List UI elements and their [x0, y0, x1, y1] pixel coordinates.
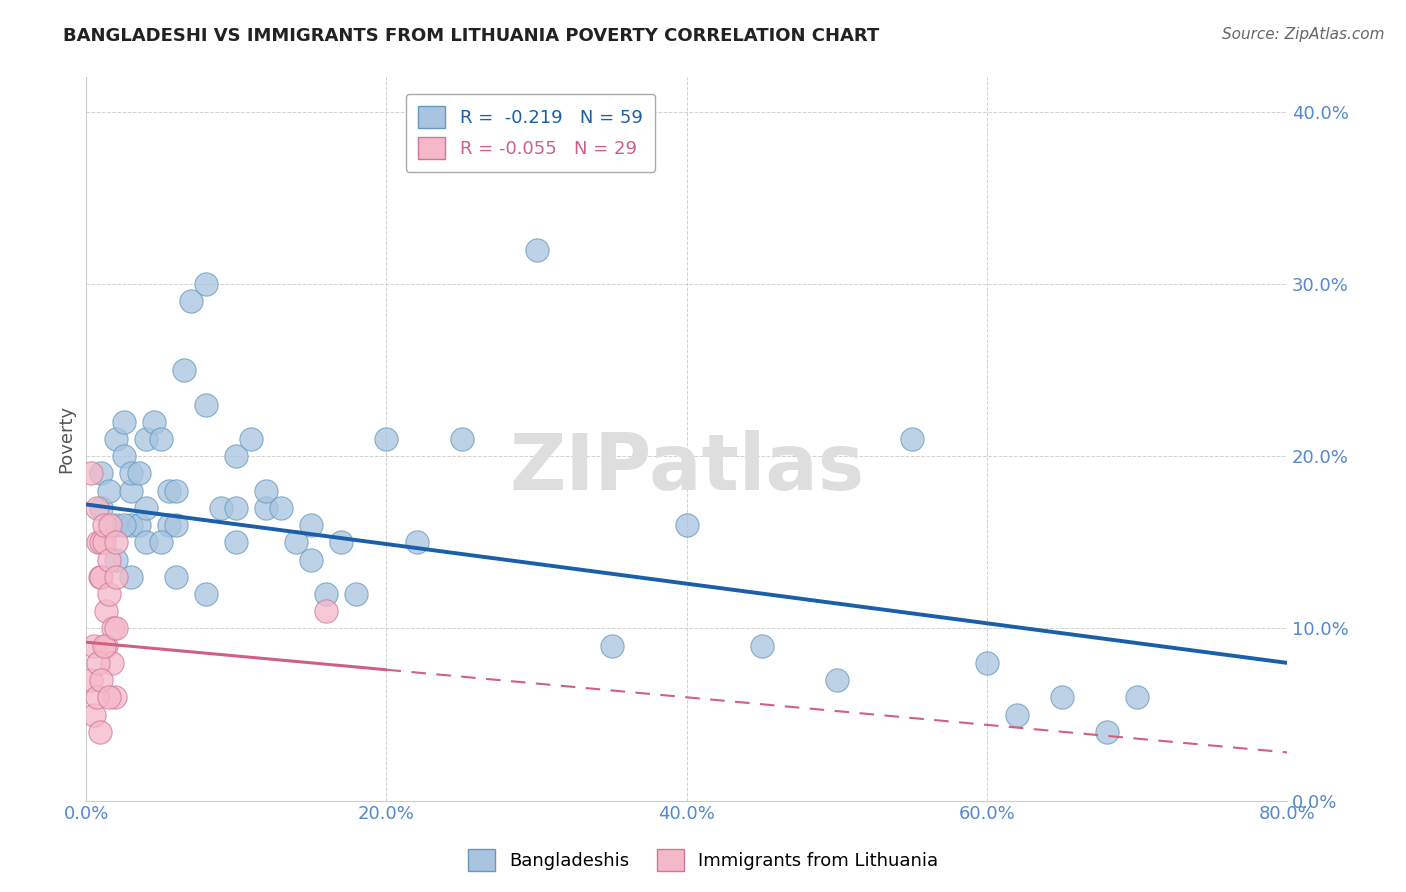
Point	[86, 690, 108, 705]
Point	[90, 467, 112, 481]
Point	[135, 535, 157, 549]
Point	[94, 639, 117, 653]
Point	[270, 500, 292, 515]
Legend: R =  -0.219   N = 59, R = -0.055   N = 29: R = -0.219 N = 59, R = -0.055 N = 29	[406, 94, 655, 172]
Point	[195, 398, 218, 412]
Point	[87, 656, 110, 670]
Point	[86, 500, 108, 515]
Point	[101, 656, 124, 670]
Point	[83, 639, 105, 653]
Point	[157, 518, 180, 533]
Point	[675, 518, 697, 533]
Point	[97, 690, 120, 705]
Point	[97, 587, 120, 601]
Point	[97, 483, 120, 498]
Point	[173, 363, 195, 377]
Text: ZIPatlas: ZIPatlas	[509, 430, 865, 506]
Point	[120, 483, 142, 498]
Point	[825, 673, 848, 687]
Point	[150, 535, 173, 549]
Point	[80, 673, 103, 687]
Legend: Bangladeshis, Immigrants from Lithuania: Bangladeshis, Immigrants from Lithuania	[461, 842, 945, 879]
Point	[105, 570, 128, 584]
Point	[600, 639, 623, 653]
Point	[104, 690, 127, 705]
Point	[83, 707, 105, 722]
Point	[225, 535, 247, 549]
Point	[120, 518, 142, 533]
Point	[89, 724, 111, 739]
Point	[901, 432, 924, 446]
Point	[94, 604, 117, 618]
Point	[330, 535, 353, 549]
Point	[1095, 724, 1118, 739]
Point	[93, 639, 115, 653]
Text: Source: ZipAtlas.com: Source: ZipAtlas.com	[1222, 27, 1385, 42]
Point	[976, 656, 998, 670]
Point	[87, 535, 110, 549]
Point	[128, 518, 150, 533]
Point	[165, 483, 187, 498]
Point	[285, 535, 308, 549]
Point	[301, 552, 323, 566]
Point	[751, 639, 773, 653]
Point	[180, 294, 202, 309]
Point	[254, 500, 277, 515]
Point	[120, 570, 142, 584]
Point	[90, 500, 112, 515]
Point	[346, 587, 368, 601]
Point	[450, 432, 472, 446]
Point	[142, 415, 165, 429]
Point	[103, 622, 125, 636]
Point	[90, 673, 112, 687]
Y-axis label: Poverty: Poverty	[58, 405, 75, 473]
Point	[128, 467, 150, 481]
Point	[89, 570, 111, 584]
Point	[315, 604, 337, 618]
Point	[105, 518, 128, 533]
Point	[165, 518, 187, 533]
Point	[165, 570, 187, 584]
Point	[112, 449, 135, 463]
Point	[315, 587, 337, 601]
Point	[157, 483, 180, 498]
Point	[301, 518, 323, 533]
Text: BANGLADESHI VS IMMIGRANTS FROM LITHUANIA POVERTY CORRELATION CHART: BANGLADESHI VS IMMIGRANTS FROM LITHUANIA…	[63, 27, 880, 45]
Point	[209, 500, 232, 515]
Point	[112, 518, 135, 533]
Point	[112, 415, 135, 429]
Point	[1126, 690, 1149, 705]
Point	[98, 518, 121, 533]
Point	[225, 449, 247, 463]
Point	[1050, 690, 1073, 705]
Point	[93, 518, 115, 533]
Point	[80, 467, 103, 481]
Point	[254, 483, 277, 498]
Point	[1005, 707, 1028, 722]
Point	[150, 432, 173, 446]
Point	[120, 467, 142, 481]
Point	[225, 500, 247, 515]
Point	[195, 277, 218, 291]
Point	[105, 432, 128, 446]
Point	[90, 570, 112, 584]
Point	[105, 535, 128, 549]
Point	[97, 552, 120, 566]
Point	[195, 587, 218, 601]
Point	[105, 552, 128, 566]
Point	[105, 622, 128, 636]
Point	[90, 535, 112, 549]
Point	[135, 500, 157, 515]
Point	[405, 535, 427, 549]
Point	[240, 432, 263, 446]
Point	[135, 432, 157, 446]
Point	[375, 432, 398, 446]
Point	[526, 243, 548, 257]
Point	[93, 535, 115, 549]
